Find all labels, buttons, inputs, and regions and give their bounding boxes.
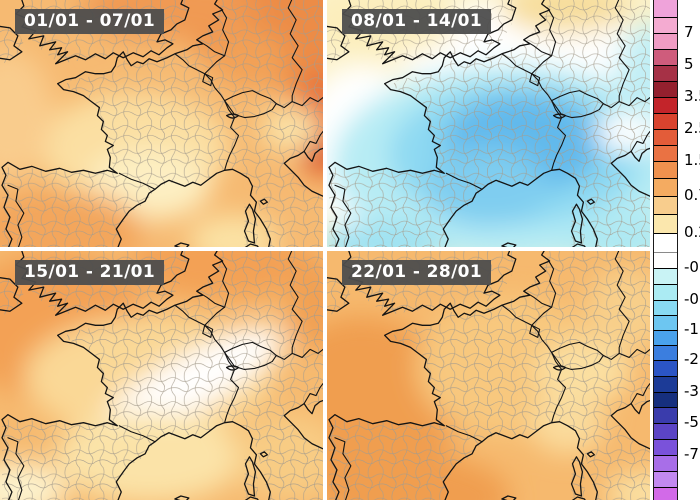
colorbar-segment [654,17,677,33]
colorbar-segment [654,214,677,233]
colorbar-segment [654,284,677,300]
colorbar-segment [654,330,677,345]
colorbar-tick [654,330,677,331]
date-range-label-week1: 01/01 - 07/01 [15,9,165,35]
colorbar-tick [654,407,677,408]
colorbar-tick-label: 0.75 [684,186,700,204]
map-graphic-week3 [0,251,323,500]
colorbar-tick [654,252,677,253]
colorbar-segment [654,487,677,500]
map-graphic-week1 [0,0,323,247]
colorbar-tick [654,161,677,162]
colorbar-tick [654,345,677,346]
colorbar-tick [654,178,677,179]
colorbar-segment [654,129,677,145]
map-panel-week1: 01/01 - 07/01 [0,0,323,247]
colorbar-segment [654,33,677,49]
colorbar-segment [654,196,677,214]
colorbar-segment [654,345,677,360]
colorbar-segment [654,113,677,129]
colorbar-segment [654,268,677,284]
colorbar-tick [654,214,677,215]
date-range-label-week4: 22/01 - 28/01 [342,260,492,286]
colorbar-segment [654,439,677,455]
colorbar-tick-label: 1.5 [684,151,700,169]
colorbar-segment [654,145,677,161]
colorbar-segment [654,392,677,407]
colorbar-tick-label: 0.25 [684,223,700,241]
colorbar-tick [654,392,677,393]
colorbar-tick [654,145,677,146]
colorbar-tick [654,471,677,472]
colorbar-segment [654,300,677,315]
colorbar-segment [654,65,677,81]
colorbar-tick [654,423,677,424]
colorbar-segment [654,81,677,97]
colorbar-scale [653,0,678,500]
colorbar-segment [654,315,677,330]
colorbar-tick-label: -2.5 [684,350,700,368]
colorbar: 7 5 3.5 2.5 1.5 0.75 0.25 -0.25 -0.75 -1.5 -2.5 -3.… [650,0,700,500]
colorbar-tick [654,455,677,456]
colorbar-tick [654,360,677,361]
colorbar-tick-label: -0.75 [684,290,700,308]
colorbar-tick [654,315,677,316]
colorbar-tick-label: 3.5 [684,87,700,105]
colorbar-tick [654,65,677,66]
colorbar-segment [654,233,677,252]
colorbar-segment [654,360,677,376]
date-range-label-week3: 15/01 - 21/01 [15,260,165,286]
colorbar-tick-label: -7 [684,445,699,463]
colorbar-tick [654,284,677,285]
map-panel-week3: 15/01 - 21/01 [0,251,323,500]
colorbar-tick [654,233,677,234]
map-grid: 01/01 - 07/01 [0,0,650,500]
colorbar-tick [654,487,677,488]
colorbar-tick [654,81,677,82]
colorbar-tick-label: -0.25 [684,258,700,276]
map-graphic-week2 [327,0,650,247]
colorbar-segment [654,471,677,487]
colorbar-tick [654,33,677,34]
colorbar-tick [654,17,677,18]
colorbar-segment [654,423,677,439]
colorbar-segment [654,376,677,392]
map-graphic-week4 [327,251,650,500]
colorbar-tick-label: -5 [684,413,699,431]
colorbar-segment [654,161,677,178]
colorbar-tick [654,129,677,130]
colorbar-segment [654,252,677,268]
map-panel-week4: 22/01 - 28/01 [327,251,650,500]
colorbar-tick-label: 7 [684,23,694,41]
colorbar-tick [654,268,677,269]
colorbar-tick [654,97,677,98]
colorbar-tick [654,376,677,377]
colorbar-tick-label: 2.5 [684,119,700,137]
colorbar-tick [654,300,677,301]
colorbar-tick [654,196,677,197]
colorbar-tick [654,439,677,440]
map-panel-week2: 08/01 - 14/01 [327,0,650,247]
date-range-label-week2: 08/01 - 14/01 [342,9,492,35]
colorbar-tick-label: -3.5 [684,382,700,400]
colorbar-segment [654,97,677,113]
colorbar-segment [654,455,677,471]
colorbar-tick-label: -1.5 [684,320,700,338]
colorbar-segment [654,178,677,196]
colorbar-tick-label: 5 [684,55,694,73]
colorbar-segment [654,407,677,423]
colorbar-tick [654,113,677,114]
colorbar-tick [654,49,677,50]
colorbar-segment [654,0,677,17]
colorbar-segment [654,49,677,65]
